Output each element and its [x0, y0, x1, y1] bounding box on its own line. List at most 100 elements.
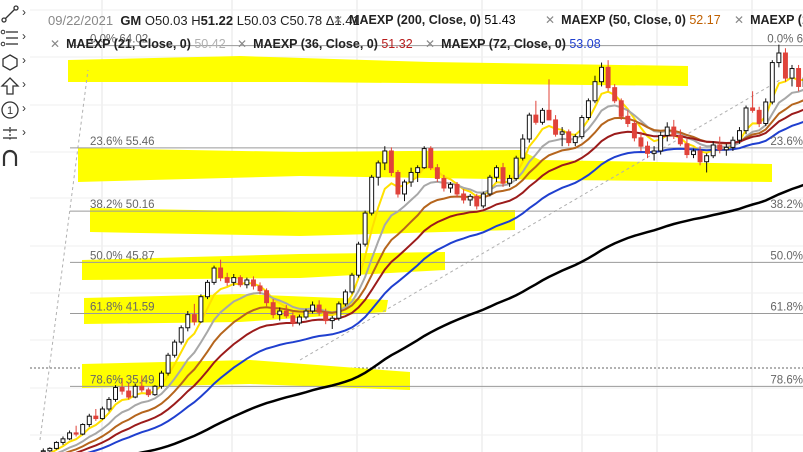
candle-body: [579, 117, 585, 138]
candle: [671, 119, 677, 140]
candle-body: [730, 139, 736, 148]
ma-line: [65, 99, 803, 452]
candle: [270, 299, 276, 319]
candle-body: [599, 66, 605, 83]
candle-body: [80, 424, 86, 435]
candle-body: [533, 114, 539, 123]
candle-body: [178, 327, 184, 343]
candle-body: [572, 136, 578, 144]
candle-body: [671, 126, 677, 136]
candle: [480, 191, 486, 209]
magnet-tool[interactable]: [0, 146, 30, 170]
close-icon[interactable]: ✕: [333, 13, 344, 27]
close-icon[interactable]: ✕: [50, 37, 61, 51]
candle: [178, 325, 184, 345]
chevron-right-icon[interactable]: ›: [22, 5, 26, 19]
candle: [717, 136, 723, 154]
fib-right-label: 78.6%: [770, 374, 803, 386]
candle-body: [559, 131, 565, 135]
candle-body: [645, 145, 650, 154]
ma-legend-item[interactable]: ✕ MAEXP (21, Close, 0) 50.42: [50, 37, 226, 51]
candle-body: [99, 408, 105, 420]
candle: [198, 294, 204, 323]
chevron-right-icon[interactable]: ›: [22, 125, 26, 139]
candle-body: [270, 302, 276, 316]
candle-body: [546, 109, 552, 121]
highlight-0: [68, 56, 688, 86]
candle: [211, 265, 217, 285]
candle: [605, 60, 611, 92]
measure-tool[interactable]: ›: [0, 122, 30, 146]
chevron-right-icon[interactable]: ›: [22, 101, 26, 115]
candle-body: [625, 115, 631, 124]
ma-legend-item[interactable]: ✕ MAEXP (50, Close, 0) 52.17: [545, 13, 721, 27]
candle: [205, 279, 210, 300]
chevron-right-icon[interactable]: ›: [22, 29, 26, 43]
candle-body: [336, 303, 342, 319]
candle-body: [198, 296, 204, 323]
ma-legend-item[interactable]: ✕ MAEXP (200, Close, 0) 51.43: [333, 13, 516, 27]
ma-name: MAEXP (50, Close, 0): [561, 13, 686, 27]
candle-body: [218, 267, 224, 279]
candle-body: [782, 52, 788, 79]
chevron-right-icon[interactable]: ›: [22, 77, 26, 91]
shapes-icon: [2, 54, 18, 71]
open-label: O: [144, 13, 156, 28]
ma-value: 52.17: [689, 13, 721, 27]
annotation-tool[interactable]: 1 ›: [0, 98, 30, 122]
candle: [152, 385, 158, 396]
change-label: Δ: [325, 13, 335, 28]
candle: [658, 131, 664, 155]
candle: [441, 174, 447, 192]
candle: [434, 164, 440, 183]
candle: [579, 115, 585, 140]
candle: [651, 146, 657, 161]
candle: [743, 105, 749, 135]
ma-legend-item[interactable]: ✕ MAEXP (1: [734, 13, 803, 27]
candle-body: [474, 195, 480, 207]
candle: [467, 193, 473, 206]
candle: [796, 64, 802, 92]
candle: [697, 146, 703, 166]
svg-text:1: 1: [7, 105, 13, 117]
fib-left-label: 78.6% 35.49: [90, 374, 155, 386]
chevron-right-icon[interactable]: ›: [22, 53, 26, 67]
candle: [789, 64, 795, 87]
candle: [349, 272, 355, 295]
arrow-tool[interactable]: ›: [0, 74, 30, 98]
candle: [638, 131, 644, 151]
close-icon[interactable]: ✕: [545, 13, 556, 27]
close-icon[interactable]: ✕: [734, 13, 745, 27]
trendline-tool[interactable]: ›: [0, 2, 30, 26]
candle: [40, 448, 46, 452]
candle-body: [737, 130, 742, 141]
high-label: H: [191, 13, 201, 28]
candle-body: [415, 167, 421, 173]
ma-legend-item[interactable]: ✕ MAEXP (36, Close, 0) 51.32: [237, 37, 413, 51]
candle-body: [60, 438, 66, 443]
candle: [553, 115, 559, 137]
candle: [250, 276, 256, 290]
candle: [323, 308, 329, 325]
candle-body: [106, 398, 112, 410]
fibonacci-tool[interactable]: ›: [0, 26, 30, 50]
candle-body: [769, 62, 775, 103]
candle-body: [664, 126, 670, 136]
candle: [750, 91, 756, 113]
shapes-tool[interactable]: ›: [0, 50, 30, 74]
candle-body: [375, 162, 381, 178]
candle: [408, 167, 414, 187]
candle-body: [139, 385, 145, 391]
candle-body: [539, 109, 545, 123]
candle: [513, 155, 519, 181]
ma-line: [50, 76, 803, 452]
close-icon[interactable]: ✕: [237, 37, 248, 51]
ma-legend-item[interactable]: ✕ MAEXP (72, Close, 0) 53.08: [425, 37, 601, 51]
candle: [296, 314, 302, 326]
candle-body: [277, 310, 283, 316]
candle-body: [553, 119, 559, 135]
candle-body: [408, 171, 414, 183]
close-icon[interactable]: ✕: [425, 37, 436, 51]
candle-body: [47, 447, 53, 452]
